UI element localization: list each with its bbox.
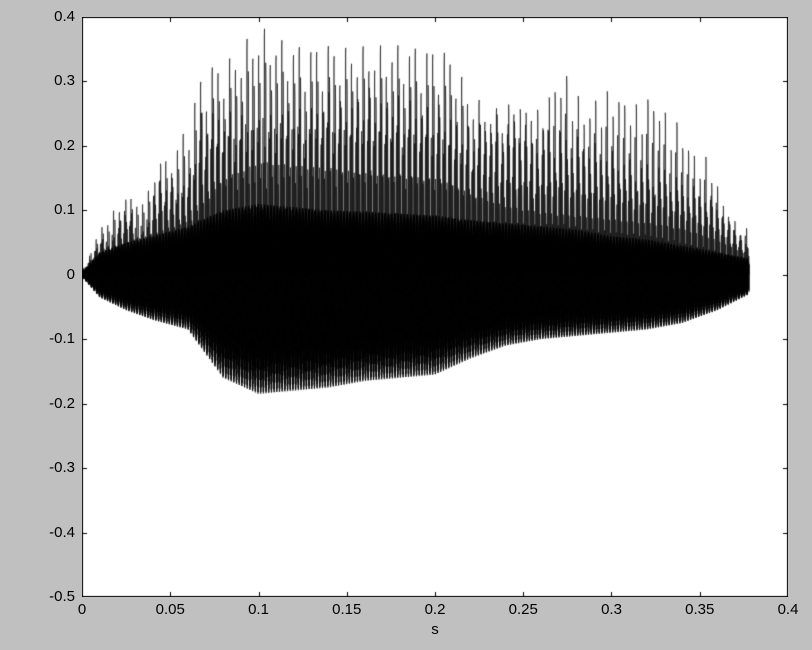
waveform-canvas xyxy=(82,17,788,597)
y-tick-label: -0.4 xyxy=(49,524,75,541)
y-tick-label: -0.1 xyxy=(49,330,75,347)
x-tick-label: 0.2 xyxy=(425,601,446,618)
y-tick-label: 0.3 xyxy=(54,72,75,89)
y-tick-label: 0 xyxy=(67,266,75,283)
plot-axes xyxy=(82,17,788,597)
x-tick-label: 0.1 xyxy=(248,601,269,618)
y-tick-label: 0.2 xyxy=(54,137,75,154)
x-tick-label: 0.05 xyxy=(156,601,185,618)
y-tick-label: 0.1 xyxy=(54,201,75,218)
x-tick-label: 0.35 xyxy=(685,601,714,618)
y-tick-label: -0.2 xyxy=(49,395,75,412)
x-tick-label: 0.3 xyxy=(601,601,622,618)
x-axis-label: s xyxy=(431,621,439,638)
figure: -0.5 -0.4 -0.3 -0.2 -0.1 0 0.1 0.2 0.3 0.4 0 0.05 0… xyxy=(0,0,812,650)
y-tick-label: -0.5 xyxy=(49,588,75,605)
x-tick-label: 0.4 xyxy=(778,601,799,618)
y-tick-label: 0.4 xyxy=(54,8,75,25)
y-tick-label: -0.3 xyxy=(49,459,75,476)
x-tick-label: 0.25 xyxy=(509,601,538,618)
x-tick-label: 0.15 xyxy=(332,601,361,618)
x-tick-label: 0 xyxy=(78,601,86,618)
